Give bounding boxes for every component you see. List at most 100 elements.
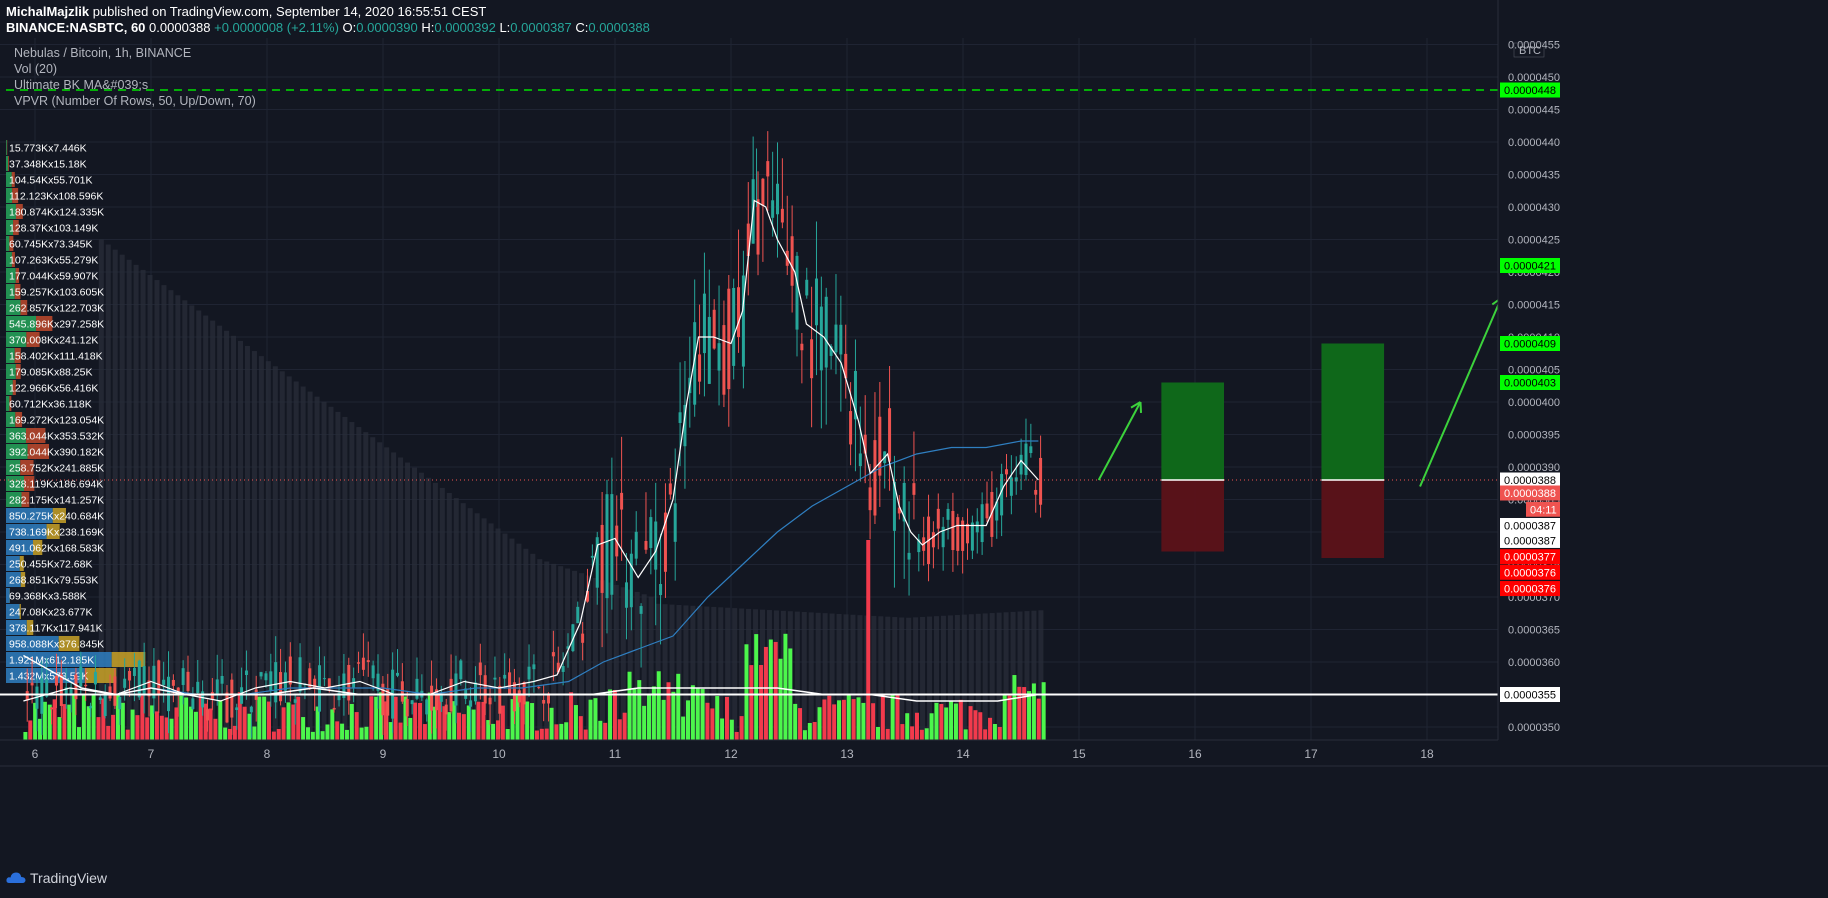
- vpvr-up-bar: [6, 236, 10, 251]
- vpvr-shade-bar: [251, 351, 257, 740]
- vpvr-down-bar: [20, 300, 28, 315]
- vpvr-shade-bar: [746, 608, 752, 740]
- candle-body: [478, 662, 482, 676]
- volume-bar: [115, 694, 120, 740]
- candle-body: [814, 278, 818, 326]
- volume-bar: [379, 692, 384, 740]
- vpvr-shade-bar: [293, 381, 299, 740]
- price-tick-label: 0.0000425: [1508, 235, 1560, 247]
- ma-study-label[interactable]: Ultimate BK MA&#039;s: [14, 78, 149, 92]
- volume-bar: [481, 701, 486, 740]
- candle-body: [89, 705, 93, 709]
- volume-study-label[interactable]: Vol (20): [14, 62, 58, 76]
- volume-bar: [744, 644, 749, 740]
- vpvr-down-bar: [13, 220, 19, 235]
- volume-bar: [983, 729, 988, 740]
- vpvr-shade-bar: [140, 269, 146, 740]
- candle-body: [834, 324, 838, 353]
- volume-bar: [193, 711, 198, 740]
- volume-bar: [637, 680, 642, 740]
- tradingview-logo[interactable]: TradingView: [6, 870, 107, 886]
- volume-bar: [486, 720, 491, 740]
- vpvr-shade-bar: [328, 406, 334, 740]
- vpvr-shade-bar: [927, 616, 933, 740]
- drawings[interactable]: [0, 89, 1504, 696]
- price-label: 0.0000387: [1504, 535, 1556, 547]
- candle-body: [434, 689, 438, 711]
- vpvr-down-bar: [15, 412, 23, 427]
- volume-bar: [257, 696, 262, 740]
- volume-bar: [33, 702, 38, 740]
- vpvr-shade-bar: [432, 482, 438, 740]
- volume-bar: [408, 717, 413, 740]
- candle-body: [590, 555, 594, 558]
- vpvr-shade-bar: [342, 416, 348, 740]
- candle-body: [644, 540, 648, 550]
- vpvr-shade-bar: [189, 305, 195, 740]
- volume-bar: [724, 696, 729, 740]
- candle-body: [727, 288, 731, 390]
- vpvr-down-bar: [8, 156, 9, 171]
- volume-bar: [837, 700, 842, 740]
- volume-bar: [685, 700, 690, 740]
- vpvr-shade-bar: [829, 613, 835, 740]
- price-label-bg: [1500, 485, 1560, 501]
- volume-bar: [383, 701, 388, 740]
- volume-bar: [457, 712, 462, 740]
- symbol-name[interactable]: BINANCE:NASBTC, 60: [6, 20, 146, 35]
- candle-body: [858, 453, 862, 467]
- price-label-bg: [1500, 336, 1560, 351]
- volume-bar: [403, 696, 408, 740]
- candle-body: [771, 200, 775, 218]
- vpvr-down-bar: [11, 172, 15, 187]
- vpvr-shade-bar: [119, 254, 125, 740]
- vpvr-shade-bar: [258, 356, 264, 740]
- volume-bar: [315, 706, 320, 740]
- volume-bar: [432, 706, 437, 740]
- vpvr-shade-bar: [481, 518, 487, 740]
- vpvr-shade-bar: [662, 604, 668, 740]
- candle-body: [498, 685, 502, 714]
- chart-title[interactable]: Nebulas / Bitcoin, 1h, BINANCE: [14, 46, 192, 60]
- price-label-bg: [1500, 687, 1560, 702]
- candle-body: [532, 664, 536, 670]
- last-price: 0.0000388: [149, 20, 211, 35]
- volume-bar: [296, 696, 301, 740]
- vpvr-study-label[interactable]: VPVR (Number Of Rows, 50, Up/Down, 70): [14, 94, 256, 108]
- candle-body: [186, 671, 190, 691]
- candle-body: [249, 706, 253, 713]
- author-name[interactable]: MichalMajzlik: [6, 4, 90, 19]
- candle-body: [327, 678, 331, 690]
- candle-body: [201, 691, 205, 708]
- vpvr-shade-bar: [530, 553, 536, 740]
- volume-bar: [213, 718, 218, 740]
- candle-body: [508, 672, 512, 694]
- volume-bar: [963, 729, 968, 740]
- volume-bar: [914, 712, 919, 740]
- volume-bar: [817, 707, 822, 740]
- candle-body: [293, 699, 297, 703]
- volume-bar: [86, 706, 91, 740]
- candle-body: [849, 411, 853, 445]
- vpvr-shade-bar: [418, 472, 424, 740]
- candle-body: [878, 416, 882, 476]
- candle-body: [395, 672, 399, 676]
- candle-body: [863, 434, 867, 454]
- vpvr-row-label: 370.008Kx241.12K: [9, 335, 98, 347]
- volume-bar: [793, 703, 798, 740]
- vpvr-down-bar: [15, 204, 23, 219]
- vpvr-shade-bar: [808, 612, 814, 740]
- volume-bar: [218, 700, 223, 740]
- volume-bar: [802, 730, 807, 740]
- volume-bar: [495, 720, 500, 740]
- volume-bar: [52, 699, 57, 740]
- vpvr-up-bar: [6, 428, 26, 443]
- candle-body: [439, 693, 443, 702]
- volume-bar: [223, 727, 228, 740]
- candle-body: [93, 671, 97, 685]
- low-label: L:: [499, 20, 511, 35]
- candle-body: [629, 553, 633, 608]
- volume-bar: [267, 701, 271, 740]
- publish-info: MichalMajzlik published on TradingView.c…: [6, 4, 486, 19]
